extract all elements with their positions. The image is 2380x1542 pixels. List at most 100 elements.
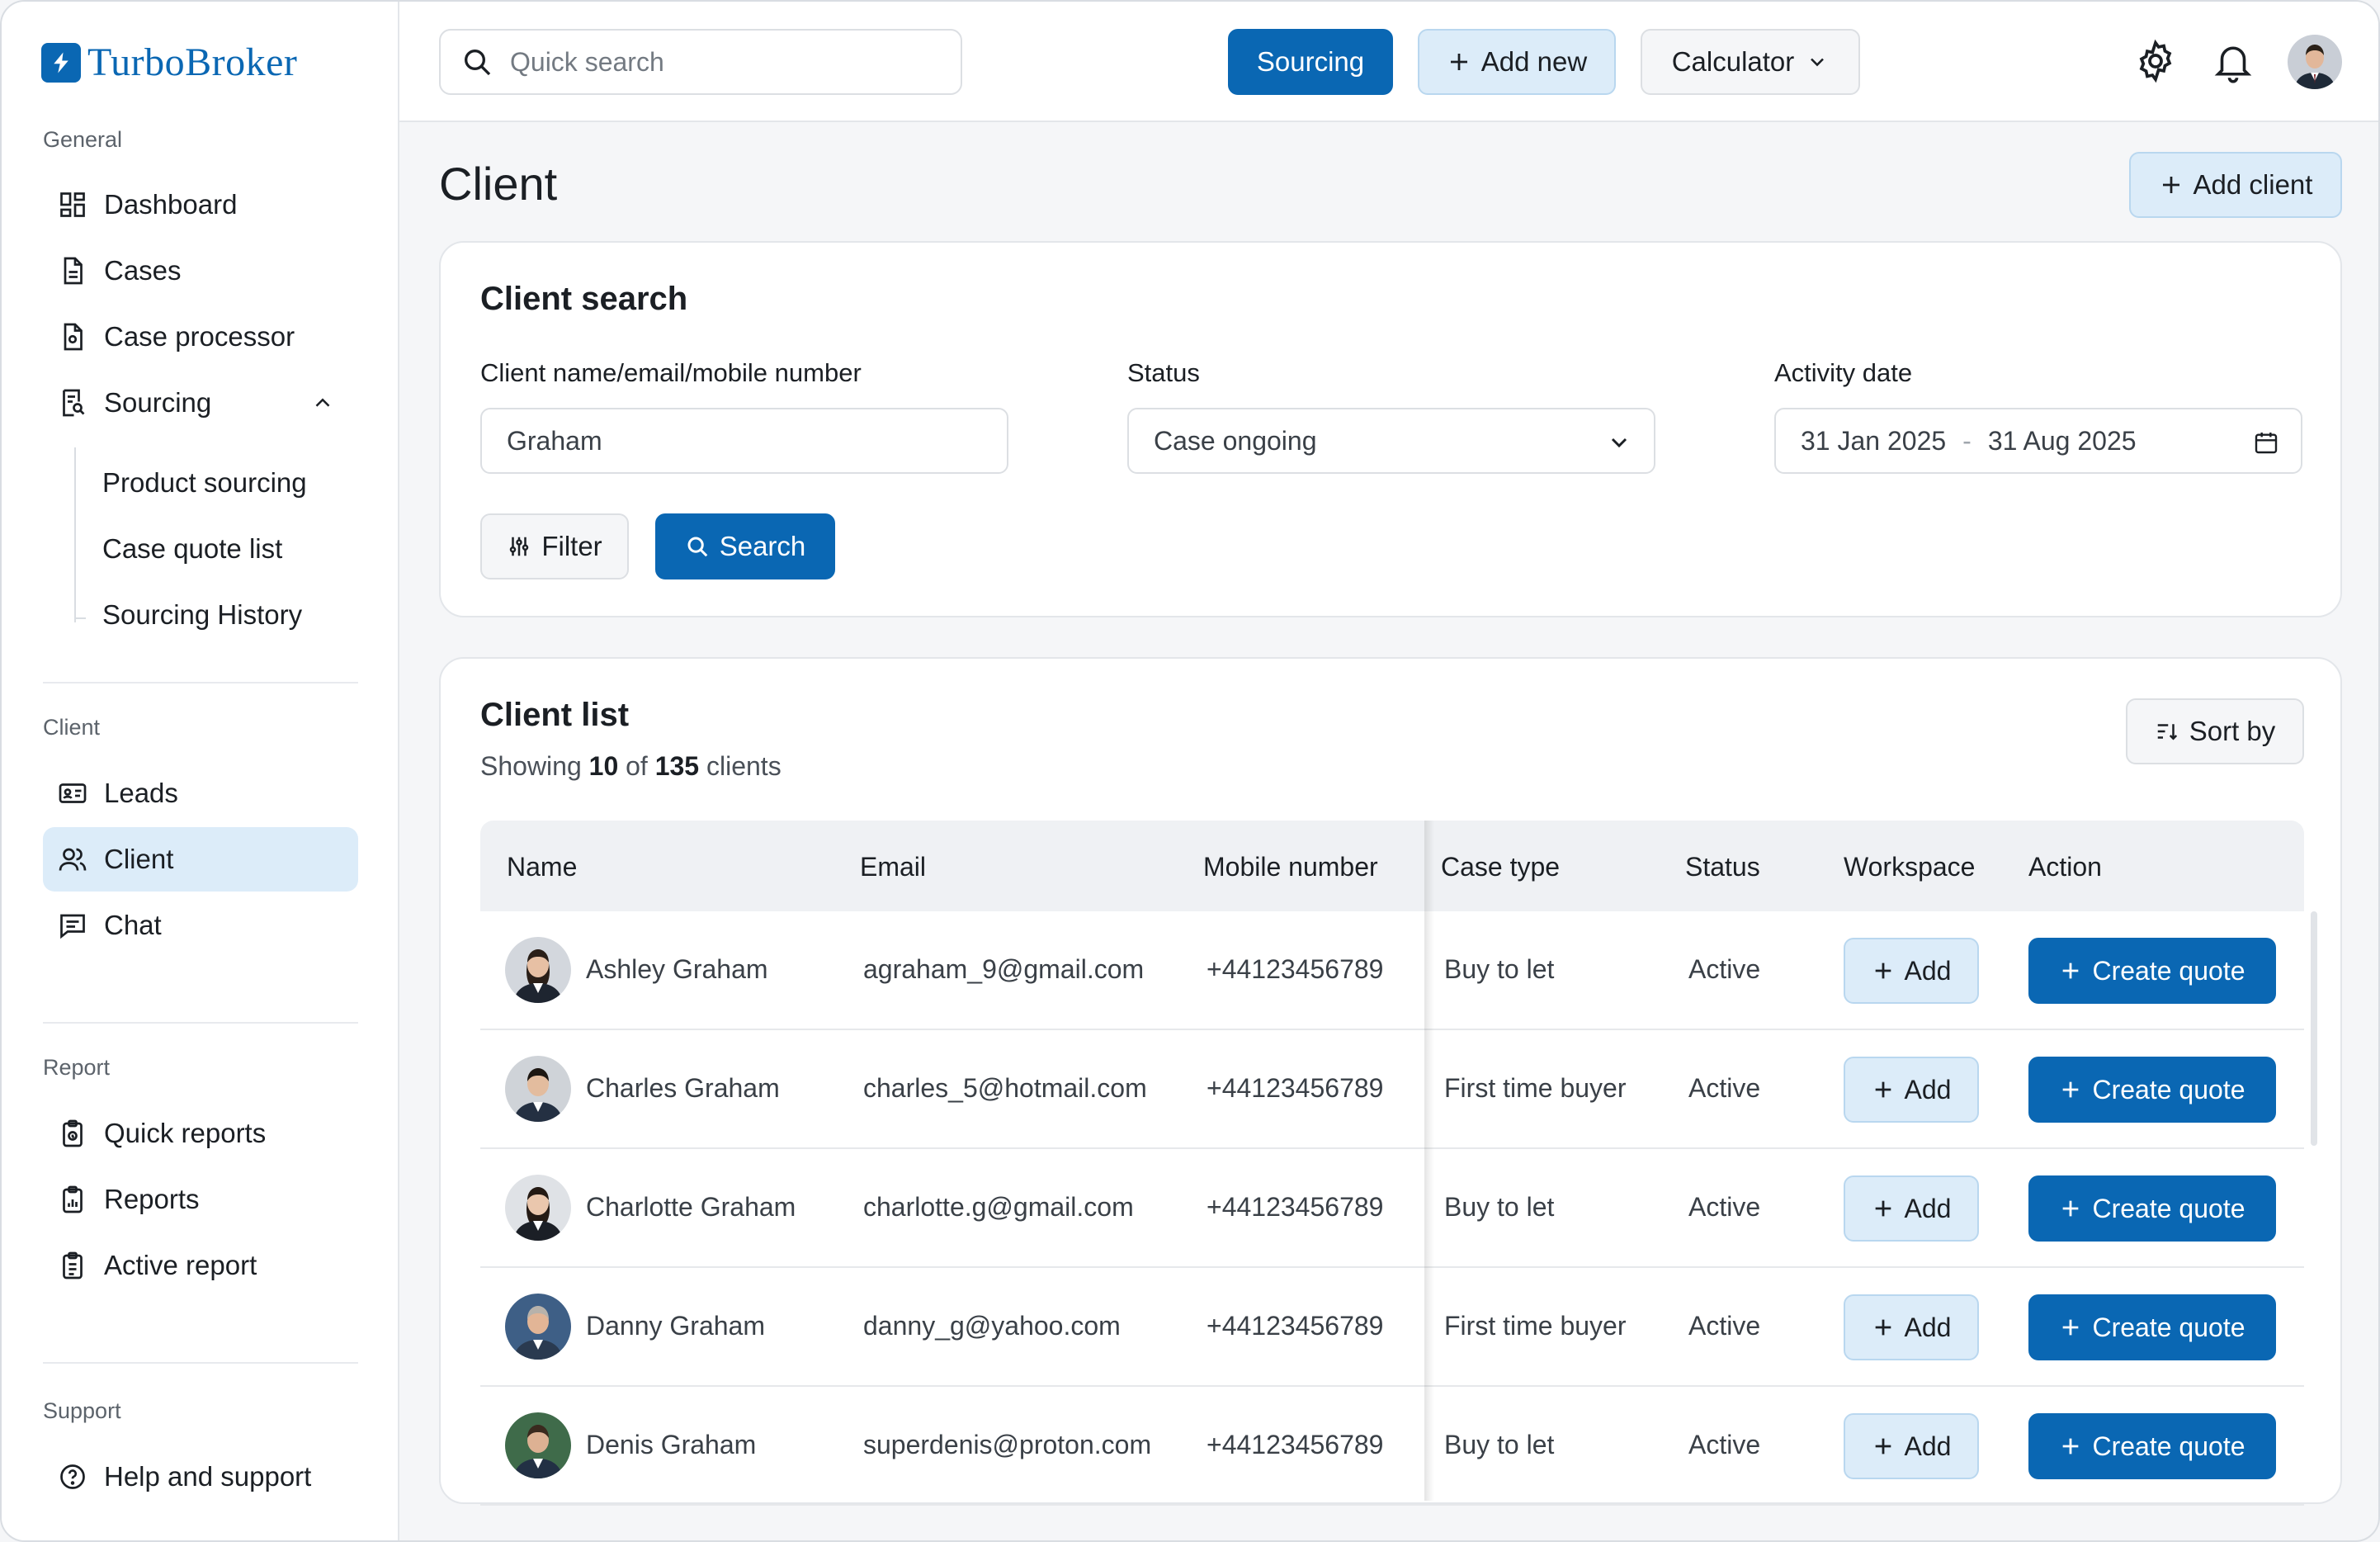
activity-date-range[interactable]: 31 Jan 2025 - 31 Aug 2025 xyxy=(1774,408,2302,474)
add-client-button[interactable]: Add client xyxy=(2129,152,2342,218)
workspace-add-button[interactable]: Add xyxy=(1844,1413,1979,1479)
column-header-mobile[interactable]: Mobile number xyxy=(1203,852,1378,882)
client-name[interactable]: Charles Graham xyxy=(586,1073,780,1103)
search-button[interactable]: Search xyxy=(655,513,835,579)
column-header-name[interactable]: Name xyxy=(507,852,578,882)
sidebar-item-case-processor[interactable]: Case processor xyxy=(43,305,358,369)
sidebar-item-quick-reports[interactable]: Quick reports xyxy=(43,1101,358,1166)
workspace-add-button[interactable]: Add xyxy=(1844,1057,1979,1123)
column-header-case-type[interactable]: Case type xyxy=(1441,852,1561,882)
table-row[interactable]: Ashley Graham agraham_9@gmail.com +4412345… xyxy=(480,911,2304,1030)
table-row[interactable]: Denis Graham superdenis@proton.com +441234… xyxy=(480,1387,2304,1506)
notifications-button[interactable] xyxy=(2208,36,2258,86)
workspace-add-button[interactable]: Add xyxy=(1844,1294,1979,1360)
sidebar-item-leads[interactable]: Leads xyxy=(43,761,358,825)
calculator-dropdown[interactable]: Calculator xyxy=(1641,29,1860,95)
add-new-label: Add new xyxy=(1480,46,1588,77)
table-row[interactable]: Charlotte Graham charlotte.g@gmail.com +44… xyxy=(480,1149,2304,1268)
filter-label: Filter xyxy=(541,531,602,561)
section-label-report: Report xyxy=(43,1055,111,1080)
create-quote-label: Create quote xyxy=(2092,1193,2245,1223)
client-name-field[interactable]: Graham xyxy=(480,408,1008,474)
create-quote-button[interactable]: Create quote xyxy=(2028,938,2276,1004)
id-card-icon xyxy=(59,783,87,803)
chevron-down-icon xyxy=(1611,438,1627,448)
section-label-support: Support xyxy=(43,1398,121,1423)
sidebar-item-label: Dashboard xyxy=(104,189,238,220)
plus-icon xyxy=(1875,1081,1891,1098)
column-header-workspace[interactable]: Workspace xyxy=(1844,852,1976,882)
sidebar-subitem-product-sourcing[interactable]: Product sourcing xyxy=(102,467,307,498)
client-mobile: +44123456789 xyxy=(1207,1192,1384,1222)
client-name-value: Graham xyxy=(507,425,602,456)
bell-icon xyxy=(2214,46,2252,83)
results-prefix: Showing xyxy=(480,751,582,781)
sidebar-item-cases[interactable]: Cases xyxy=(43,239,358,303)
client-name[interactable]: Danny Graham xyxy=(586,1311,765,1341)
plus-icon xyxy=(1450,54,1467,70)
sidebar-subitem-sourcing-history[interactable]: Sourcing History xyxy=(102,599,303,630)
avatar xyxy=(505,1175,571,1241)
table-row[interactable]: Danny Graham danny_g@yahoo.com +4412345678… xyxy=(480,1268,2304,1387)
column-header-status[interactable]: Status xyxy=(1685,852,1760,882)
logo[interactable]: TurboBroker xyxy=(41,40,297,85)
create-quote-label: Create quote xyxy=(2092,1312,2245,1342)
workspace-add-button[interactable]: Add xyxy=(1844,1175,1979,1242)
quick-search[interactable] xyxy=(439,29,962,95)
sidebar-item-active-report[interactable]: Active report xyxy=(43,1233,358,1298)
table-scrollbar[interactable] xyxy=(2311,911,2317,1146)
users-icon xyxy=(59,848,87,871)
plus-icon xyxy=(2063,1438,2079,1454)
settings-button[interactable] xyxy=(2131,36,2180,86)
column-header-action[interactable]: Action xyxy=(2028,852,2102,882)
sidebar-subitem-case-quote-list[interactable]: Case quote list xyxy=(102,533,283,564)
client-status: Active xyxy=(1688,1073,1761,1103)
sidebar-item-sourcing[interactable]: Sourcing xyxy=(43,371,358,435)
table-row[interactable]: Charles Graham charles_5@hotmail.com +4412… xyxy=(480,1030,2304,1149)
section-label-general: General xyxy=(43,127,123,152)
client-name[interactable]: Charlotte Graham xyxy=(586,1192,796,1222)
date-to: 31 Aug 2025 xyxy=(1987,425,2137,456)
client-case-type: Buy to let xyxy=(1444,1430,1555,1459)
create-quote-button[interactable]: Create quote xyxy=(2028,1057,2276,1123)
workspace-add-button[interactable]: Add xyxy=(1844,938,1979,1004)
create-quote-button[interactable]: Create quote xyxy=(2028,1175,2276,1242)
results-count: Showing 10 of 135 clients xyxy=(480,751,782,782)
gear-icon xyxy=(2139,39,2172,83)
sliders-icon xyxy=(510,537,529,556)
add-new-button[interactable]: Add new xyxy=(1418,29,1616,95)
logo-text: TurboBroker xyxy=(87,40,298,84)
sort-by-button[interactable]: Sort by xyxy=(2126,698,2304,764)
avatar[interactable] xyxy=(2288,35,2342,89)
create-quote-button[interactable]: Create quote xyxy=(2028,1413,2276,1479)
plus-icon xyxy=(1875,1319,1891,1336)
sidebar-divider xyxy=(43,1362,358,1364)
plus-icon xyxy=(1875,1200,1891,1217)
sidebar-item-client[interactable]: Client xyxy=(43,827,358,892)
sidebar-item-reports[interactable]: Reports xyxy=(43,1167,358,1232)
client-name[interactable]: Ashley Graham xyxy=(586,954,768,984)
client-name[interactable]: Denis Graham xyxy=(586,1430,757,1459)
client-case-type: Buy to let xyxy=(1444,954,1555,984)
create-quote-label: Create quote xyxy=(2092,1431,2245,1461)
status-select[interactable]: Case ongoing xyxy=(1127,408,1655,474)
status-label: Status xyxy=(1127,358,1200,387)
sidebar-item-help[interactable]: Help and support xyxy=(43,1445,358,1509)
activity-date-label: Activity date xyxy=(1774,358,1913,387)
calculator-label: Calculator xyxy=(1671,46,1795,77)
workspace-add-label: Add xyxy=(1904,1431,1952,1461)
date-separator: - xyxy=(1962,425,1972,456)
logo-bolt-icon xyxy=(41,42,81,83)
sidebar-item-dashboard[interactable]: Dashboard xyxy=(43,173,358,237)
workspace-add-label: Add xyxy=(1904,955,1952,986)
create-quote-button[interactable]: Create quote xyxy=(2028,1294,2276,1360)
plus-icon xyxy=(2063,1319,2079,1336)
quick-search-input[interactable] xyxy=(510,46,939,78)
workspace-add-label: Add xyxy=(1904,1193,1952,1223)
sourcing-button[interactable]: Sourcing xyxy=(1228,29,1393,95)
avatar xyxy=(505,1056,571,1122)
column-header-email[interactable]: Email xyxy=(860,852,927,882)
filter-button[interactable]: Filter xyxy=(480,513,629,579)
sidebar-item-chat[interactable]: Chat xyxy=(43,893,358,958)
